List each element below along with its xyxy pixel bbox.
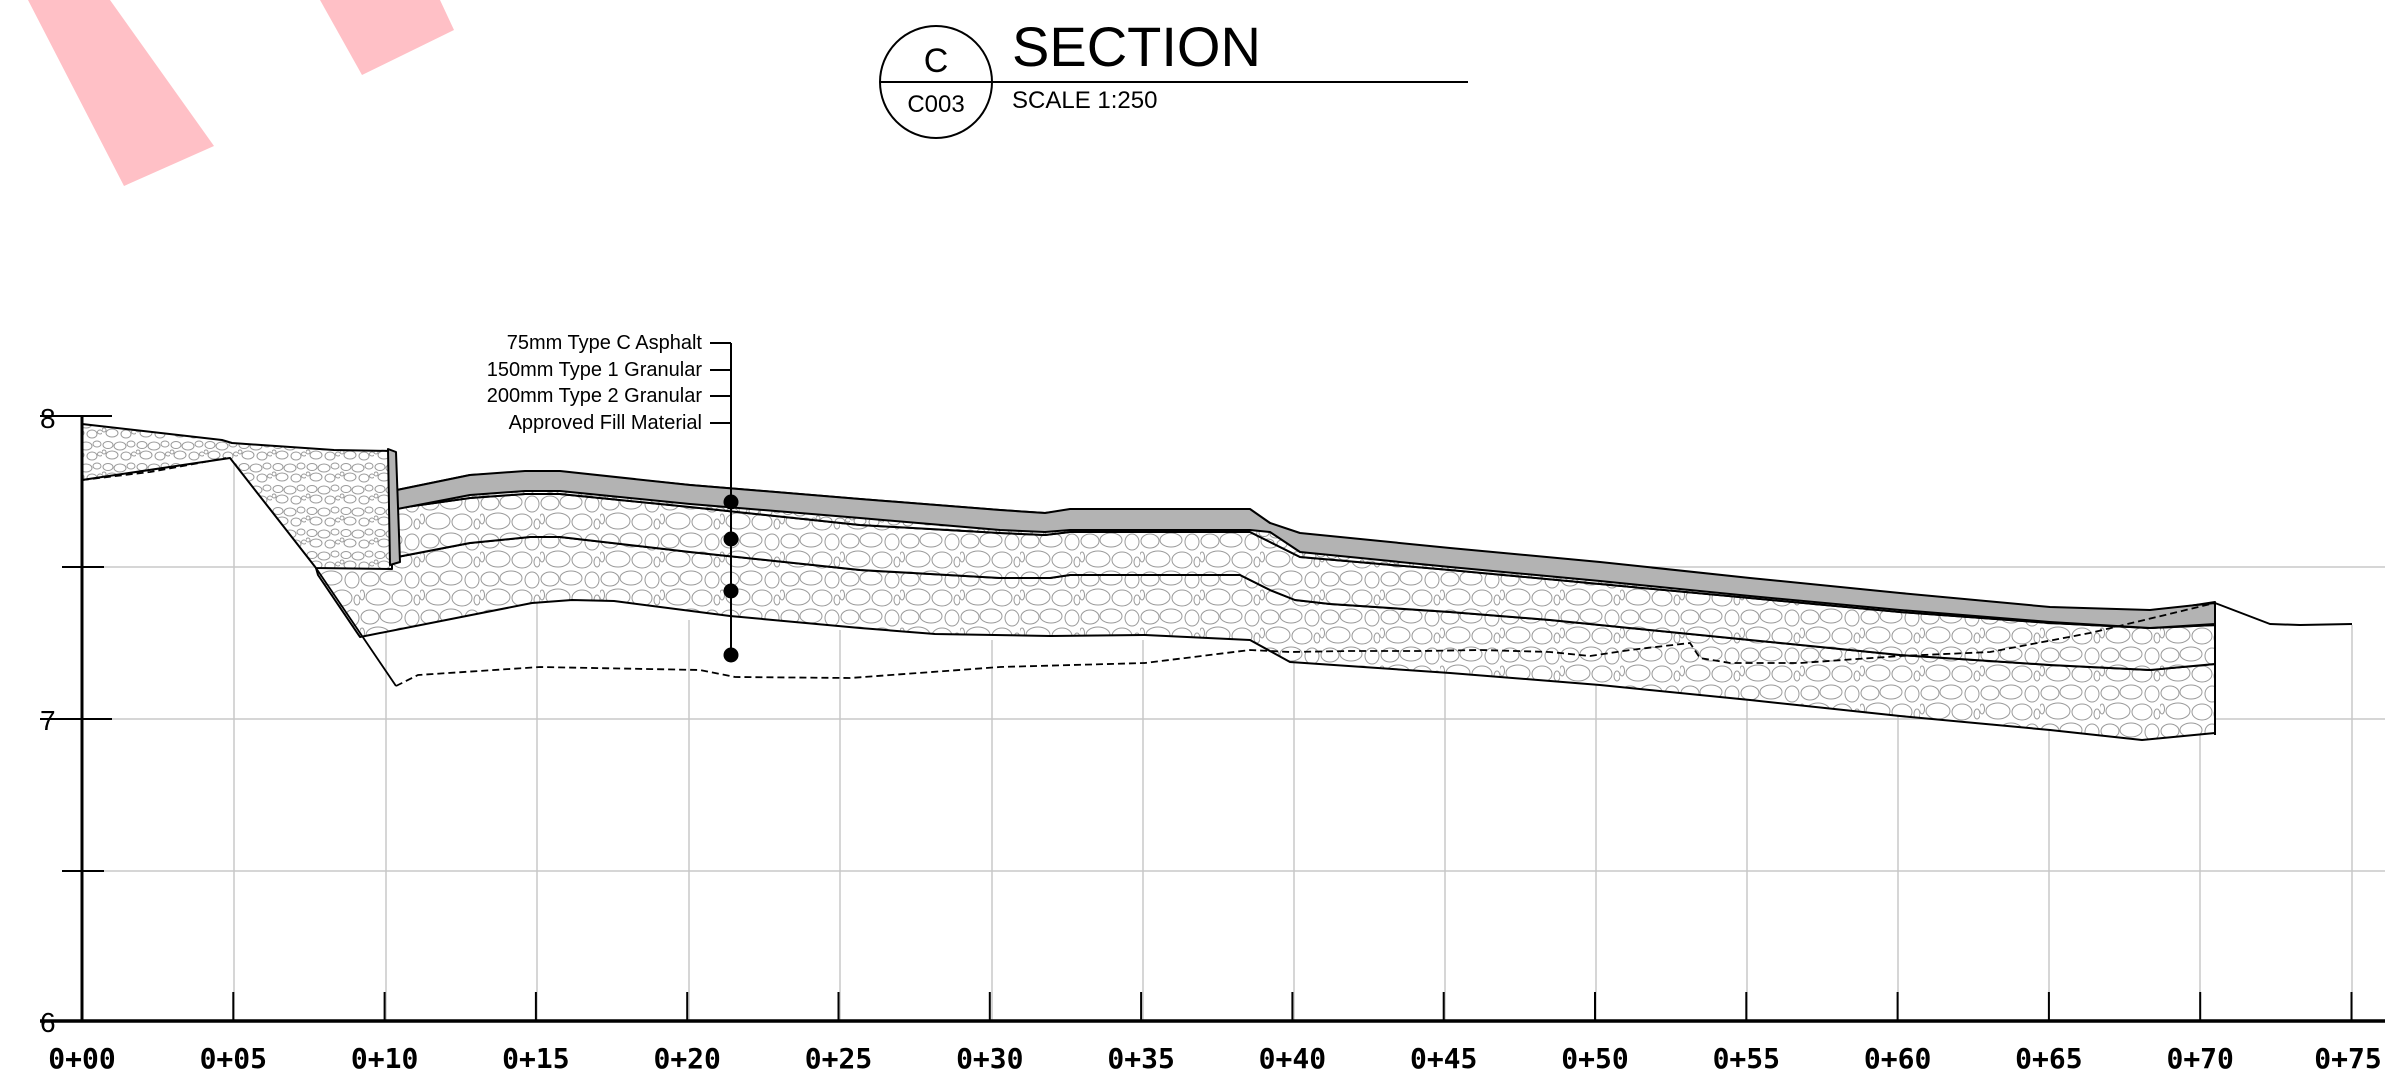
chainage-label-0-65: 0+65: [2015, 1042, 2082, 1075]
elevation-labels: 8 7 6: [40, 403, 56, 1038]
callout-type-1-granular: 150mm Type 1 Granular: [487, 359, 703, 381]
chainage-label-0-10: 0+10: [351, 1042, 418, 1075]
markup-strokes: [28, 0, 454, 186]
callout-asphalt: 75mm Type C Asphalt: [507, 332, 703, 354]
layer-left-embankment: [81, 423, 393, 570]
chainage-ticks: [81, 992, 2353, 1022]
chainage-label-0-35: 0+35: [1107, 1042, 1174, 1075]
callout-dot-type-2: [723, 583, 739, 599]
grid: [82, 455, 2385, 1020]
daylight-line: [2214, 602, 2353, 626]
callout-approved-fill: Approved Fill Material: [509, 412, 702, 434]
curb: [387, 448, 401, 566]
title-block: C C003 SECTION SCALE 1:250: [879, 15, 1468, 139]
chainage-label-0-05: 0+05: [200, 1042, 267, 1075]
pavement-layers: [81, 423, 2353, 741]
chainage-label-0-50: 0+50: [1561, 1042, 1628, 1075]
callout-dot-fill: [723, 647, 739, 663]
elev-label-8: 8: [40, 403, 56, 434]
section-title: SECTION: [1012, 15, 1261, 78]
chainage-label-0-15: 0+15: [502, 1042, 569, 1075]
chainage-label-0-00: 0+00: [48, 1042, 115, 1075]
markup-stroke-right: [320, 0, 454, 75]
callout-type-2-granular: 200mm Type 2 Granular: [487, 385, 703, 407]
elev-label-7: 7: [40, 705, 56, 736]
section-letter: C: [924, 42, 949, 80]
elev-label-6: 6: [40, 1007, 56, 1038]
layer-callout: 75mm Type C Asphalt 150mm Type 1 Granula…: [487, 332, 739, 663]
axes: [40, 415, 2385, 1023]
chainage-label-0-60: 0+60: [1864, 1042, 1931, 1075]
callout-dot-type-1: [723, 531, 739, 547]
sheet-reference: C003: [907, 91, 964, 118]
chainage-label-0-70: 0+70: [2166, 1042, 2233, 1075]
existing-ground-line: [395, 602, 2216, 687]
chainage-labels: 0+00 0+05 0+10 0+15 0+20 0+25 0+30 0+35 0+40 0+45…: [48, 1042, 2381, 1075]
subgrade-slope-line: [315, 567, 397, 687]
markup-stroke-left: [28, 0, 214, 186]
chainage-label-0-30: 0+30: [956, 1042, 1023, 1075]
existing-ground-line-left: [81, 457, 227, 481]
chainage-label-0-25: 0+25: [805, 1042, 872, 1075]
section-scale: SCALE 1:250: [1012, 87, 1157, 114]
chainage-label-0-40: 0+40: [1259, 1042, 1326, 1075]
chainage-label-0-55: 0+55: [1713, 1042, 1780, 1075]
chainage-label-0-75: 0+75: [2314, 1042, 2381, 1075]
existing-ground: [81, 457, 2216, 687]
chainage-label-0-20: 0+20: [653, 1042, 720, 1075]
callout-dot-asphalt: [723, 494, 739, 510]
chainage-label-0-45: 0+45: [1410, 1042, 1477, 1075]
